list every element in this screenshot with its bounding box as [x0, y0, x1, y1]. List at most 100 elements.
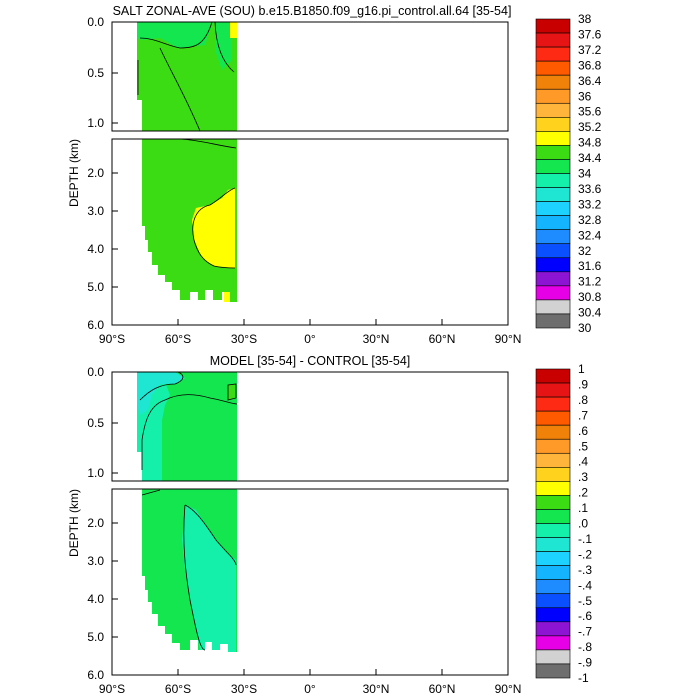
y-tick-label: 0.5 [87, 416, 104, 430]
y-tick-label: 0.0 [87, 15, 104, 29]
y-axis-label: DEPTH (km) [67, 489, 81, 557]
contour-upper [139, 21, 213, 49]
y-tick-label: 3.0 [87, 554, 104, 568]
x-tick-label: 30°S [231, 682, 257, 696]
region-34.0-34.4 [137, 22, 213, 48]
colorbar-swatch [535, 18, 571, 34]
colorbar-label: .2 [578, 486, 588, 500]
contour-diff-deep-3 [141, 489, 161, 496]
x-tick-label: 30°N [363, 332, 390, 346]
colorbar-swatch [535, 481, 571, 496]
colorbar-swatch [535, 102, 571, 118]
region-34.8-35.2-corner [230, 22, 237, 38]
contour-diff-upper-2 [141, 394, 238, 470]
colorbar-label: 36.8 [578, 58, 602, 72]
panel-difference: MODEL [35-54] - CONTROL [35-54] [67, 354, 592, 696]
colorbar-swatch [535, 579, 571, 595]
colorbar-swatch [535, 243, 571, 259]
colorbar-swatch [535, 509, 571, 524]
colorbar-difference: 1.9 .8.7 .6.5 .4.3 .2.1 .0-.1-.2 -.3-.4 -.5-.6 -… [535, 362, 592, 685]
y-ticks-lower: 2.0 3.0 4.0 5.0 6.0 [87, 516, 118, 682]
contour-diff-deep-1 [184, 504, 237, 566]
colorbar-label: 32.4 [578, 228, 602, 242]
colorbar-label: 36.4 [578, 74, 602, 88]
colorbar-swatch [535, 368, 571, 384]
colorbar-swatch [535, 537, 571, 552]
colorbar-label: 30.8 [578, 290, 602, 304]
colorbar-label: 1 [578, 362, 585, 376]
x-tick-label: 90°N [495, 332, 522, 346]
colorbar-swatch [535, 438, 571, 454]
colorbar-swatch [535, 382, 571, 398]
colorbar-label: -.6 [578, 609, 592, 623]
colorbar-swatch [535, 60, 571, 76]
colorbar-swatch [535, 32, 571, 48]
colorbar-swatch [535, 607, 571, 623]
colorbar-swatch [535, 271, 571, 287]
region-neg0.2-neg0.1 [137, 372, 185, 415]
colorbar-label: -.3 [578, 563, 592, 577]
x-ticks: 90°S 60°S 30°S 0° 30°N 60°N 90°N [99, 319, 521, 346]
x-tick-label: 60°S [165, 682, 191, 696]
colorbar-swatch [535, 635, 571, 651]
colorbar-label: .1 [578, 501, 588, 515]
chart-title: MODEL [35-54] - CONTROL [35-54] [210, 354, 411, 368]
colorbar-swatch [535, 495, 571, 510]
colorbar-swatch [535, 257, 571, 273]
y-tick-label: 5.0 [87, 630, 104, 644]
colorbar-swatch [535, 285, 571, 301]
colorbar-label: .7 [578, 408, 588, 422]
upper-axes-frame [111, 371, 509, 482]
colorbar-label: 34.8 [578, 136, 602, 150]
colorbar-label: 36 [578, 89, 592, 103]
x-tick-label: 90°S [99, 332, 125, 346]
upper-section-fill-diff [137, 371, 238, 481]
region-0.1-0.2-small [228, 384, 236, 400]
region-34.8-35.2-bottom [224, 292, 230, 302]
upper-axes-frame [111, 21, 509, 132]
colorbar-label: -.9 [578, 656, 592, 670]
colorbar-label: 34.4 [578, 151, 602, 165]
colorbar-label: 38 [578, 12, 592, 26]
colorbar-label: 35.2 [578, 120, 602, 134]
contour-upper-3 [159, 47, 201, 132]
y-tick-label: 1.0 [87, 116, 104, 130]
y-tick-label: 1.0 [87, 466, 104, 480]
colorbar-swatch [535, 145, 571, 160]
colorbar-swatch [535, 74, 571, 90]
colorbar-label: -.7 [578, 625, 592, 639]
colorbar-label: -.4 [578, 578, 592, 592]
region-34.4-34.8-upper-right [215, 22, 232, 70]
y-tick-label: 2.0 [87, 166, 104, 180]
lower-section-fill [142, 138, 237, 302]
colorbar-swatch [535, 663, 571, 679]
colorbar-label: 34 [578, 167, 592, 181]
lower-section-fill-diff [141, 489, 237, 652]
colorbar-label: .4 [578, 455, 588, 469]
x-tick-label: 0° [304, 682, 316, 696]
colorbar-label: -.2 [578, 547, 592, 561]
colorbar-label: 30.4 [578, 306, 602, 320]
y-tick-label: 6.0 [87, 668, 104, 682]
colorbar-label: -.1 [578, 532, 592, 546]
colorbar-swatch [535, 523, 571, 538]
colorbar-label: .9 [578, 377, 588, 391]
x-tick-label: 60°S [165, 332, 191, 346]
colorbar-label: 33.6 [578, 182, 602, 196]
colorbar-label: 35.6 [578, 105, 602, 119]
x-tick-label: 90°S [99, 682, 125, 696]
chart-title: SALT ZONAL-AVE (SOU) b.e15.B1850.f09_g16… [113, 4, 512, 18]
x-tick-label: 30°S [231, 332, 257, 346]
contour-diff-deep-2 [183, 504, 206, 651]
colorbar-label: 32.8 [578, 213, 602, 227]
colorbar-swatch [535, 173, 571, 188]
y-tick-label: 0.0 [87, 365, 104, 379]
region-neg0.1-0.0-deep [182, 505, 236, 652]
colorbar-swatch [535, 410, 571, 426]
colorbar-label: 37.6 [578, 27, 602, 41]
upper-section-fill [137, 21, 237, 132]
colorbar-label: 31.2 [578, 275, 602, 289]
colorbar-swatch [535, 229, 571, 245]
colorbar-label: .0 [578, 517, 588, 531]
